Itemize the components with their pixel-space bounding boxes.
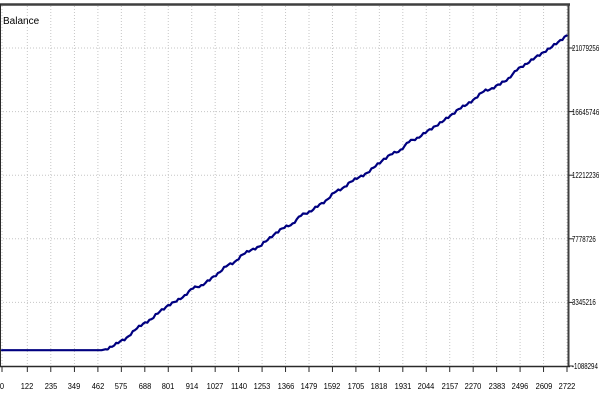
- x-axis-label: 1931: [394, 381, 412, 391]
- y-axis-label: 21079256: [572, 43, 600, 53]
- x-axis-label: 2609: [535, 381, 552, 391]
- balance-line: [0, 34, 568, 352]
- x-axis-label: 2383: [488, 381, 505, 391]
- x-axis-label: 688: [138, 381, 152, 391]
- x-axis-label: 2157: [441, 381, 459, 391]
- x-axis-label: 575: [115, 381, 128, 391]
- x-axis-label: 2044: [417, 381, 435, 391]
- y-axis-label: 7778726: [572, 233, 596, 244]
- x-axis-label: 0: [0, 381, 5, 391]
- x-axis-label: 1253: [253, 381, 271, 391]
- y-axis-label: -1088294: [572, 361, 598, 371]
- x-axis-label: 1027: [206, 381, 224, 391]
- y-axis-label: 12212236: [572, 170, 600, 181]
- x-axis-label: 1140: [230, 381, 247, 391]
- x-axis-label: 1705: [347, 381, 365, 391]
- y-axis-label: 3345216: [572, 297, 596, 308]
- x-axis-label: 462: [91, 381, 105, 391]
- x-axis-label: 1479: [300, 381, 318, 391]
- x-axis-label: 1818: [371, 381, 388, 391]
- x-axis-label: 801: [162, 381, 175, 391]
- x-axis-label: 914: [185, 381, 198, 391]
- x-axis-label: 235: [44, 381, 58, 391]
- x-axis-label: 2270: [464, 381, 482, 391]
- x-axis-label: 349: [68, 381, 81, 391]
- x-axis-label: 2496: [511, 381, 529, 391]
- x-axis-label: 122: [21, 381, 34, 391]
- x-axis-label: 1366: [277, 381, 294, 391]
- x-axis-label: 1592: [324, 381, 341, 391]
- balance-legend-label: Balance: [3, 16, 40, 27]
- y-axis-label: 16645746: [572, 106, 600, 117]
- x-axis-label: 2722: [558, 381, 576, 391]
